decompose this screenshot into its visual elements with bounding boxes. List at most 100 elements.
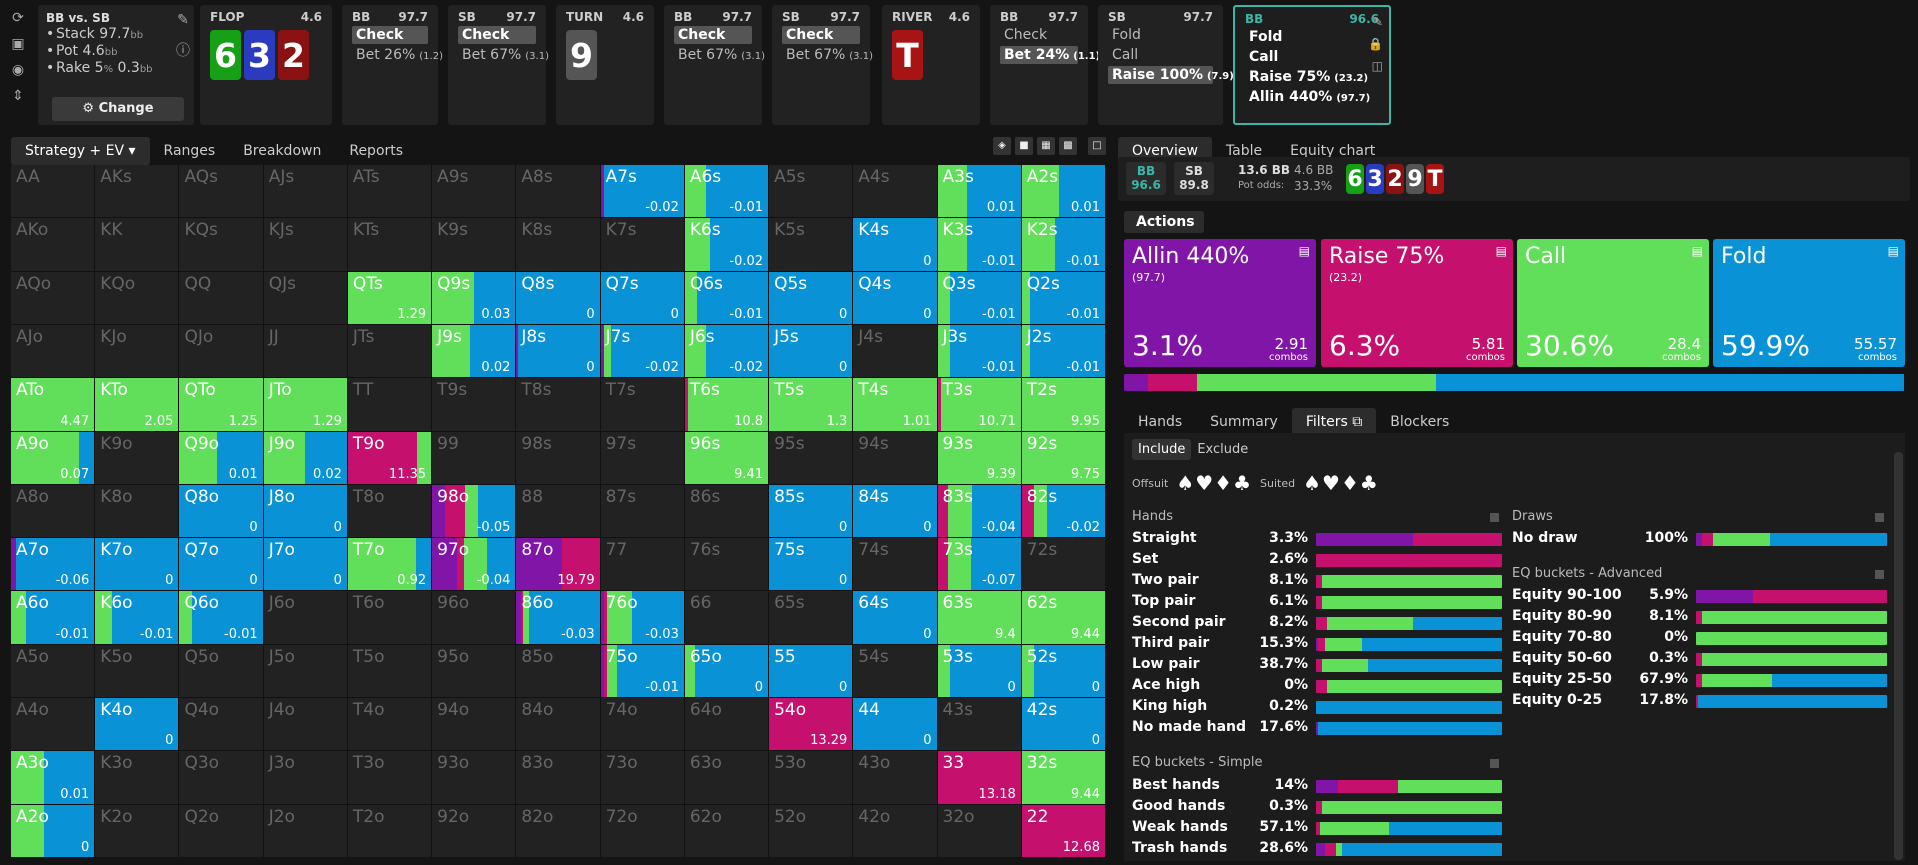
hand-cell-76o[interactable]: 76o -0.03 [600, 591, 684, 644]
hand-cell-T6s[interactable]: T6s 10.8 [684, 378, 769, 431]
hand-cell-J7o[interactable]: J7o 0 [263, 538, 347, 591]
hand-cell-72s[interactable]: 72s [1021, 538, 1105, 591]
hand-cell-87o[interactable]: 87o 19.79 [516, 538, 600, 591]
hand-cell-75o[interactable]: 75o -0.01 [600, 644, 684, 698]
hand-cell-99[interactable]: 99 [432, 431, 516, 484]
hand-cell-55[interactable]: 55 0 [769, 644, 853, 698]
hand-cell-J5o[interactable]: J5o [263, 644, 347, 698]
node-action[interactable]: Check [782, 26, 860, 44]
hand-cell-53s[interactable]: 53s 0 [937, 644, 1021, 698]
hand-cell-62s[interactable]: 62s 9.44 [1021, 591, 1105, 644]
hand-cell-AKs[interactable]: AKs [95, 165, 179, 218]
hand-cell-52s[interactable]: 52s 0 [1021, 644, 1105, 698]
hand-cell-AA[interactable]: AA [11, 165, 95, 218]
expand-icon[interactable]: ⇕ [12, 88, 24, 104]
hand-cell-J5s[interactable]: J5s 0 [769, 324, 853, 378]
eq-advanced-filter-row[interactable]: Equity 90-100 5.9% [1512, 586, 1887, 606]
draws-filter-row[interactable]: No draw 100% [1512, 529, 1887, 549]
hand-cell-22[interactable]: 22 12.68 [1021, 804, 1105, 857]
hand-cell-T2o[interactable]: T2o [347, 804, 432, 857]
hand-cell-KJo[interactable]: KJo [95, 324, 179, 378]
hand-cell-A9o[interactable]: A9o 0.07 [11, 431, 95, 484]
hand-cell-96s[interactable]: 96s 9.41 [684, 431, 769, 484]
details-icon[interactable]: ▤ [1691, 244, 1703, 258]
hand-cell-33[interactable]: 33 13.18 [937, 751, 1021, 804]
hands-filter-row[interactable]: Set 2.6% [1132, 550, 1502, 570]
hand-cell-Q8s[interactable]: Q8s 0 [516, 271, 600, 324]
hand-cell-KK[interactable]: KK [95, 218, 179, 271]
hand-cell-KTo[interactable]: KTo 2.05 [95, 378, 179, 431]
hand-cell-63s[interactable]: 63s 9.4 [937, 591, 1021, 644]
hand-cell-82s[interactable]: 82s -0.02 [1021, 484, 1105, 538]
hand-cell-96o[interactable]: 96o [432, 591, 516, 644]
node-flop-0[interactable]: FLOP 4.6 6 3 2 [200, 5, 332, 125]
hand-cell-J2s[interactable]: J2s -0.01 [1021, 324, 1105, 378]
hand-cell-K6s[interactable]: K6s -0.02 [684, 218, 769, 271]
node-action[interactable]: Check [674, 26, 752, 44]
hand-cell-QTo[interactable]: QTo 1.25 [179, 378, 263, 431]
hands-filter-row[interactable]: Two pair 8.1% [1132, 571, 1502, 591]
hands-filter-row[interactable]: Straight 3.3% [1132, 529, 1502, 549]
action-box-fold[interactable]: Fold 59.9% 55.57 combos ▤ [1713, 239, 1905, 367]
hand-cell-J8s[interactable]: J8s 0 [516, 324, 600, 378]
hand-cell-Q4s[interactable]: Q4s 0 [853, 271, 937, 324]
hand-cell-K7s[interactable]: K7s [600, 218, 684, 271]
hand-cell-A5s[interactable]: A5s [769, 165, 853, 218]
node-sb-5[interactable]: SB 97.7 Check Bet 67% (3.1) [772, 5, 873, 125]
hand-cell-K2s[interactable]: K2s -0.01 [1021, 218, 1105, 271]
hand-cell-42s[interactable]: 42s 0 [1021, 698, 1105, 751]
hands-toggle[interactable] [1490, 513, 1499, 522]
hand-cell-66[interactable]: 66 [684, 591, 769, 644]
details-icon[interactable]: ▤ [1887, 244, 1899, 258]
tab-hands[interactable]: Hands [1138, 414, 1183, 430]
hand-cell-J9s[interactable]: J9s 0.02 [432, 324, 516, 378]
hand-cell-94s[interactable]: 94s [853, 431, 937, 484]
hand-cell-54s[interactable]: 54s [853, 644, 937, 698]
hand-cell-98o[interactable]: 98o -0.05 [432, 484, 516, 538]
hands-filter-row[interactable]: Ace high 0% [1132, 676, 1502, 696]
hand-cell-J4s[interactable]: J4s [853, 324, 937, 378]
node-sb-8[interactable]: SB 97.7 Fold Call Raise 100% (7.9) [1098, 5, 1234, 125]
hand-cell-74s[interactable]: 74s [853, 538, 937, 591]
hand-cell-KTs[interactable]: KTs [347, 218, 432, 271]
hand-cell-T7o[interactable]: T7o 0.92 [347, 538, 432, 591]
actions-dropdown[interactable]: Actions ▾ [1124, 211, 1204, 252]
hand-cell-T4s[interactable]: T4s 1.01 [853, 378, 937, 431]
hand-cell-K5s[interactable]: K5s [769, 218, 853, 271]
hands-filter-row[interactable]: Low pair 38.7% [1132, 655, 1502, 675]
hand-cell-64s[interactable]: 64s 0 [853, 591, 937, 644]
eq-advanced-filter-row[interactable]: Equity 0-25 17.8% [1512, 691, 1887, 711]
node-turn-3[interactable]: TURN 4.6 9 [556, 5, 654, 125]
view-single-icon[interactable]: ■ [1015, 137, 1033, 155]
exclude-button[interactable]: Exclude [1197, 442, 1249, 457]
hand-cell-65o[interactable]: 65o 0 [684, 644, 769, 698]
change-button[interactable]: ⚙ Change [52, 97, 184, 121]
hand-cell-K9o[interactable]: K9o [95, 431, 179, 484]
hand-cell-43s[interactable]: 43s [937, 698, 1021, 751]
hand-cell-T6o[interactable]: T6o [347, 591, 432, 644]
node-action[interactable]: Bet 67% (3.1) [462, 47, 549, 63]
hand-cell-K8o[interactable]: K8o [95, 484, 179, 538]
hand-cell-J3o[interactable]: J3o [263, 751, 347, 804]
eq-simple-filter-row[interactable]: Weak hands 57.1% [1132, 818, 1502, 838]
hand-cell-62o[interactable]: 62o [684, 804, 769, 857]
hand-cell-J3s[interactable]: J3s -0.01 [937, 324, 1021, 378]
hand-cell-K2o[interactable]: K2o [95, 804, 179, 857]
action-box-allin[interactable]: Allin 440% (97.7) 3.1% 2.91 combos ▤ [1124, 239, 1316, 367]
include-button[interactable]: Include [1132, 439, 1192, 460]
hand-cell-QJo[interactable]: QJo [179, 324, 263, 378]
hand-cell-84o[interactable]: 84o [516, 698, 600, 751]
hand-cell-JTs[interactable]: JTs [347, 324, 432, 378]
tab-strategy-ev[interactable]: Strategy + EV ▾ [11, 137, 150, 165]
hand-cell-93o[interactable]: 93o [432, 751, 516, 804]
hand-cell-TT[interactable]: TT [347, 378, 432, 431]
hand-cell-T8o[interactable]: T8o [347, 484, 432, 538]
hand-cell-65s[interactable]: 65s [769, 591, 853, 644]
node-action[interactable]: Check [352, 26, 428, 44]
hand-cell-Q7o[interactable]: Q7o 0 [179, 538, 263, 591]
hand-cell-AQs[interactable]: AQs [179, 165, 263, 218]
hand-cell-97o[interactable]: 97o -0.04 [432, 538, 516, 591]
hand-cell-Q2o[interactable]: Q2o [179, 804, 263, 857]
hand-cell-JJ[interactable]: JJ [263, 324, 347, 378]
hand-cell-Q9o[interactable]: Q9o 0.01 [179, 431, 263, 484]
